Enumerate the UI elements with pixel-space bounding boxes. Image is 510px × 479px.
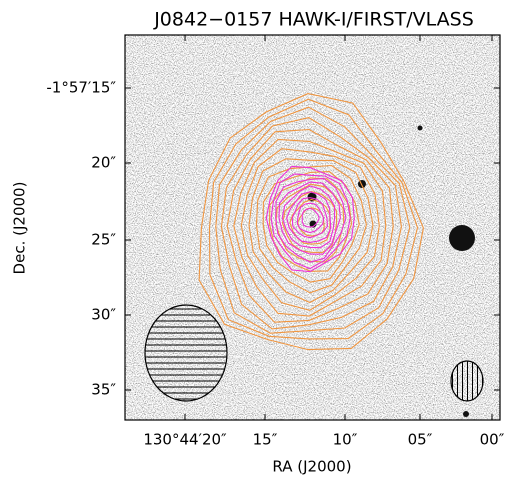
radio-contour xyxy=(268,177,353,272)
radio-contour xyxy=(233,138,387,317)
radio-contour xyxy=(301,207,320,228)
x-axis-label: RA (J2000) xyxy=(272,458,351,476)
y-tick-label: 25″ xyxy=(91,231,116,249)
y-tick-label: -1°57′15″ xyxy=(46,79,116,97)
y-tick-label: 30″ xyxy=(91,306,116,324)
x-tick-label: 10″ xyxy=(333,431,358,449)
radio-contour xyxy=(278,181,341,255)
radio-contour xyxy=(275,183,345,263)
radio-contour xyxy=(286,191,332,243)
radio-contour xyxy=(248,158,374,304)
radio-contour xyxy=(198,93,424,351)
radio-contour xyxy=(215,106,411,334)
x-tick-label: 05″ xyxy=(408,431,433,449)
frame xyxy=(124,34,501,421)
image xyxy=(125,35,500,420)
radio-contour xyxy=(265,165,355,273)
radio-contour xyxy=(255,164,367,294)
radio-contour xyxy=(262,171,360,283)
y-tick-label: 20″ xyxy=(91,154,116,172)
y-axis-label: Dec. (J2000) xyxy=(11,182,29,275)
radio-contour xyxy=(291,197,328,239)
radio-contour xyxy=(270,173,351,270)
radio-contour xyxy=(275,178,347,263)
radio-contour xyxy=(220,117,402,330)
x-tick-label: 130°44′20″ xyxy=(143,431,227,449)
radio-contour xyxy=(296,202,325,234)
y-tick-label: 35″ xyxy=(91,381,116,399)
radio-contour xyxy=(281,185,336,249)
x-tick-label: 15″ xyxy=(253,431,278,449)
x-tick-label: 00″ xyxy=(480,431,505,449)
radio-contour xyxy=(240,148,380,311)
radio-contour xyxy=(208,98,419,340)
title: J0842−0157 HAWK-I/FIRST/VLASS xyxy=(153,9,474,31)
radio-contour xyxy=(226,128,394,323)
